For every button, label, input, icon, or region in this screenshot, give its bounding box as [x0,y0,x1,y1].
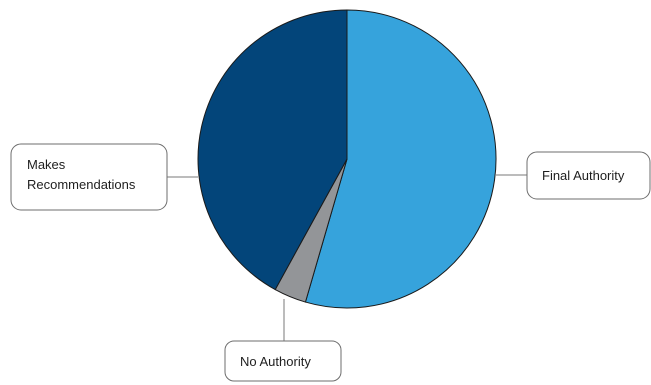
pie-slice-makes-recommendations [197,9,348,291]
slice-label-makes-recommendations-line-1: Makes [27,157,66,172]
label-box-final-authority [526,151,651,200]
slice-label-final-authority: Final Authority [542,168,625,183]
callout-no-authority: No Authority [224,299,342,382]
label-box-no-authority [224,340,342,382]
slice-label-makes-recommendations: Makes Recommendations [27,157,136,192]
callout-final-authority: Final Authority [496,151,651,200]
slice-label-no-authority: No Authority [240,354,311,369]
slices-layer [197,9,497,309]
callout-makes-recommendations: Makes Recommendations [10,143,198,211]
label-box-makes-recommendations [10,143,168,211]
pie-slice-final-authority [304,9,497,309]
slice-label-makes-recommendations-line-2: Recommendations [27,177,136,192]
